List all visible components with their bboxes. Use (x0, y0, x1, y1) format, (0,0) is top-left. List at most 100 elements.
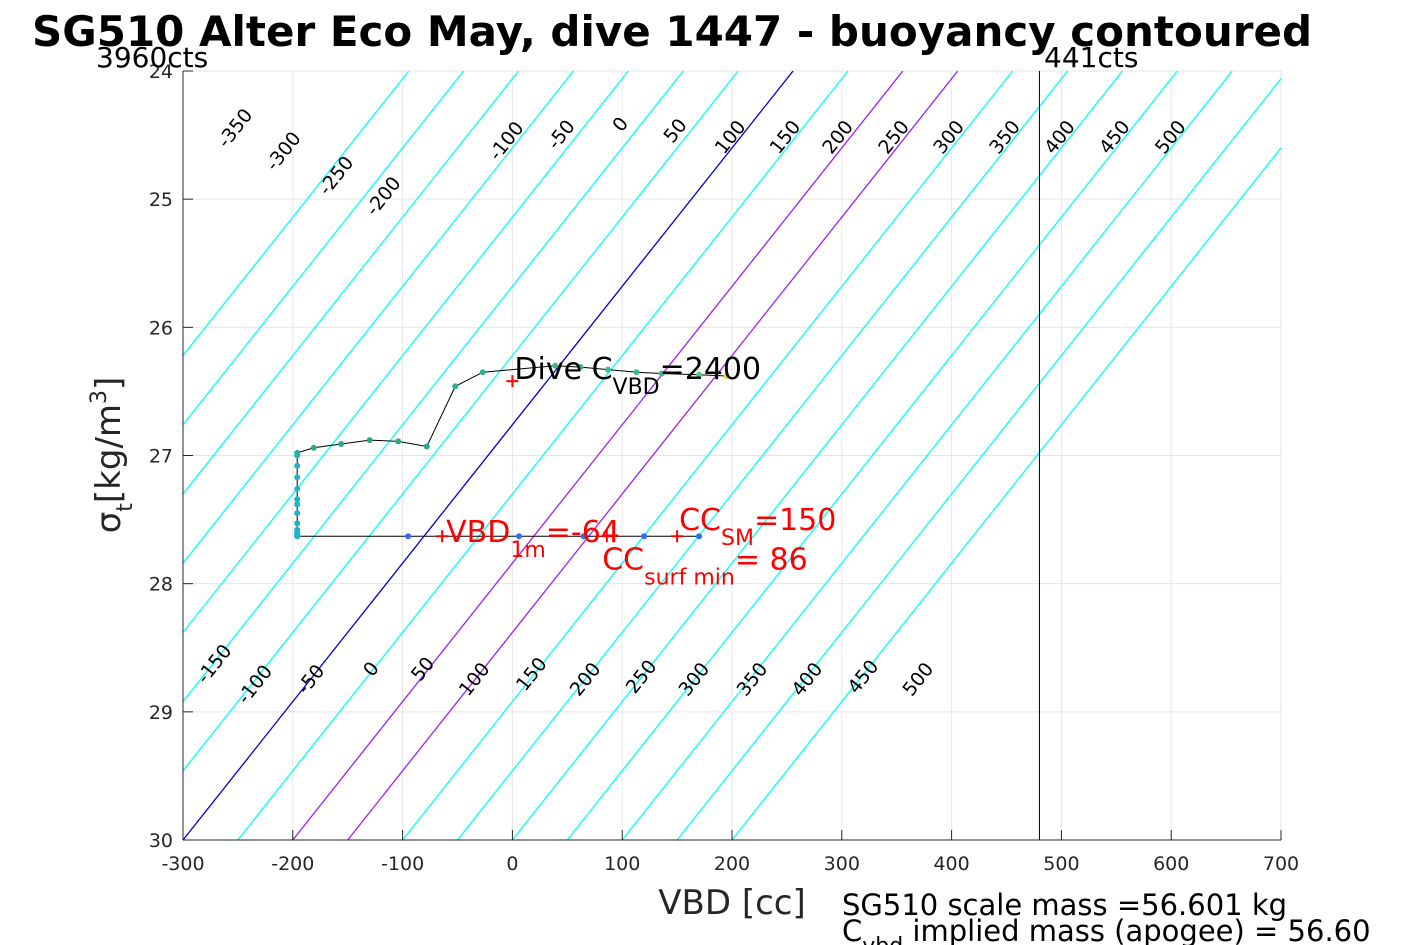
cc-surf-min-annotation: CCsurf min= 86 (602, 543, 807, 591)
cc-sm-prefix: CC (679, 503, 721, 538)
vbd-1m-annotation: VBD1m=-64 (446, 515, 620, 563)
dive-point (338, 440, 345, 447)
contour-line (183, 71, 794, 840)
y-axis-label: σt[kg/m3] (87, 377, 138, 534)
scale-mass-note: SG510 scale mass =56.601 kg (842, 888, 1287, 922)
dive-point (294, 474, 301, 481)
dive-point (479, 369, 486, 376)
cc-surf-min-suffix: = 86 (735, 543, 808, 578)
contour-line (566, 71, 1178, 840)
dive-point (658, 370, 665, 377)
cc-sm-suffix: =150 (754, 503, 836, 538)
contour-line (292, 71, 904, 840)
dive-point (310, 444, 317, 451)
dive-point (633, 369, 640, 376)
y-axis-label-sup: 3 (87, 390, 112, 404)
contour-line (183, 71, 574, 565)
x-tick-label: -100 (381, 853, 424, 875)
cc-sm-annotation: CCSM=150 (679, 503, 836, 551)
x-axis-ticks: -300 -200 -100 0 100 200 300 400 500 600 700 (161, 830, 1299, 875)
vbd-1m-prefix: VBD (446, 515, 510, 550)
vbd-1m-sub: 1m (510, 538, 545, 563)
top-left-counts-label: 3960cts (96, 41, 208, 74)
x-tick-label: 0 (506, 853, 518, 875)
x-tick-label: -200 (271, 853, 314, 875)
dive-point (696, 371, 703, 378)
dive-point (294, 462, 301, 469)
dive-point (405, 533, 412, 540)
dive-cvbd-annotation: Dive CVBD=2400 (514, 352, 761, 400)
vbd-1m-suffix: =-64 (546, 515, 620, 550)
cc-surf-min-sub: surf min (644, 566, 735, 591)
y-tick-label: 30 (149, 830, 173, 852)
y-axis-ticks: 24 25 26 27 28 29 30 (149, 61, 193, 852)
plot-area: -350 -300-250 -200-100 -50 0 50 100 150 200 250 30… (149, 61, 1299, 875)
contour-line (183, 71, 739, 772)
dive-point (580, 533, 587, 540)
dive-point (294, 452, 301, 459)
dive-point (395, 438, 402, 445)
grid-lines (182, 70, 1282, 841)
dive-cvbd-prefix: Dive C (514, 352, 612, 387)
contour-line (676, 77, 1281, 840)
dive-cvbd-sub: VBD (613, 375, 660, 400)
cc-surf-min-prefix: CC (602, 543, 644, 578)
y-axis-label-sub: t (113, 503, 138, 512)
dive-point (515, 533, 522, 540)
x-tick-label: 500 (1043, 853, 1079, 875)
dive-point (423, 443, 430, 450)
contour-line (731, 146, 1281, 840)
implied-mass-prefix: C (842, 914, 862, 945)
dive-point (604, 366, 611, 373)
implied-mass-sub: vbd (862, 934, 903, 945)
y-tick-label: 26 (149, 317, 173, 339)
dive-series (294, 362, 730, 540)
dive-point (641, 533, 648, 540)
y-tick-label: 29 (149, 702, 173, 724)
x-tick-label: 100 (604, 853, 640, 875)
x-axis-label: VBD [cc] (658, 883, 806, 923)
y-tick-label: 25 (149, 189, 173, 211)
contour-line (511, 71, 1123, 840)
buoyancy-contours (183, 71, 1281, 840)
dive-point (294, 496, 301, 503)
implied-mass-note: Cvbd implied mass (apogee) = 56.60 (842, 914, 1371, 945)
y-tick-label: 24 (149, 61, 173, 83)
dive-point (294, 501, 301, 508)
y-axis-label-symbol: σ (89, 512, 129, 534)
chart-title: SG510 Alter Eco May, dive 1447 - buoyanc… (32, 7, 1312, 56)
top-right-counts-label: 441cts (1044, 41, 1138, 74)
y-axis-label-unit: [kg/m (89, 404, 129, 503)
dive-point (723, 373, 730, 380)
dive-point (552, 362, 559, 369)
dive-point (696, 533, 703, 540)
markers (436, 375, 684, 543)
contour-line (183, 71, 410, 357)
dive-point (294, 533, 301, 540)
y-axis-label-end: ] (89, 377, 129, 390)
dive-point (294, 520, 301, 527)
dive-point (577, 364, 584, 371)
contour-line (621, 71, 1233, 840)
cc-sm-sub: SM (721, 526, 754, 551)
x-tick-label: 400 (933, 853, 969, 875)
contour-line (237, 71, 849, 840)
dive-point (366, 437, 373, 444)
contour-line (183, 71, 684, 703)
x-tick-label: 600 (1153, 853, 1189, 875)
x-tick-label: -300 (161, 853, 204, 875)
x-tick-label: 300 (824, 853, 860, 875)
dive-point (452, 383, 459, 390)
dive-point (294, 485, 301, 492)
contour-line (183, 71, 520, 496)
dive-point (294, 510, 301, 517)
y-tick-label: 27 (149, 446, 173, 468)
contour-line (456, 71, 1069, 840)
contour-line (402, 71, 1014, 840)
dive-cvbd-suffix: =2400 (660, 352, 761, 387)
x-tick-label: 700 (1263, 853, 1299, 875)
contour-line (347, 71, 959, 840)
contour-line (183, 71, 465, 426)
x-tick-label: 200 (714, 853, 750, 875)
